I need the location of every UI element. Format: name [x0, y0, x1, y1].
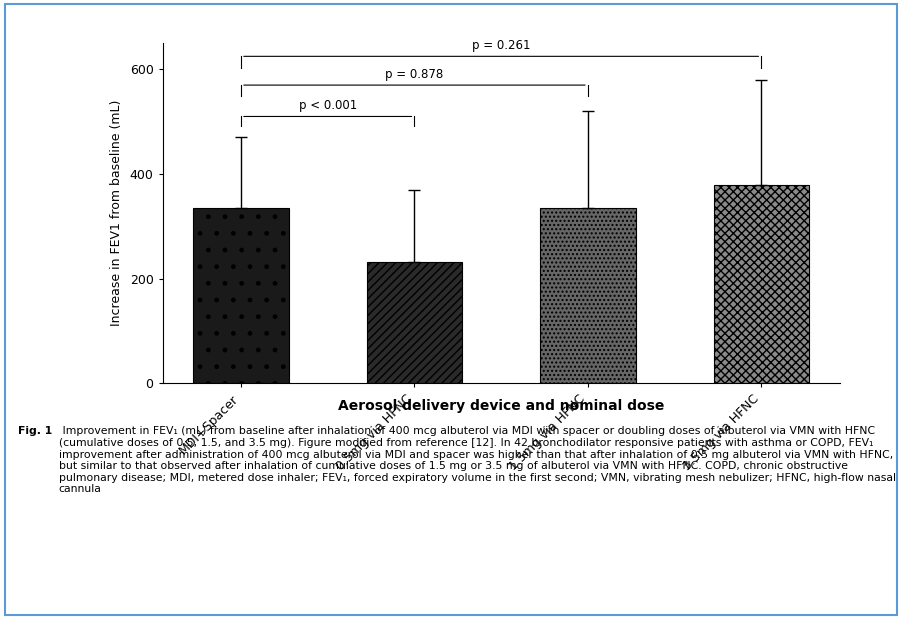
Text: Fig. 1: Fig. 1 — [18, 426, 52, 436]
Bar — [366, 262, 462, 383]
Bar — [539, 208, 635, 383]
Y-axis label: Increase in FEV1 from baseline (mL): Increase in FEV1 from baseline (mL) — [109, 100, 123, 326]
Text: p = 0.878: p = 0.878 — [385, 68, 443, 81]
Text: p = 0.261: p = 0.261 — [472, 39, 529, 52]
Text: Aerosol delivery device and nominal dose: Aerosol delivery device and nominal dose — [337, 399, 664, 413]
Bar — [193, 208, 289, 383]
Text: Improvement in FEV₁ (mL) from baseline after inhalation of 400 mcg albuterol via: Improvement in FEV₁ (mL) from baseline a… — [59, 426, 895, 494]
Bar — [713, 185, 808, 383]
Text: p < 0.001: p < 0.001 — [299, 99, 356, 112]
